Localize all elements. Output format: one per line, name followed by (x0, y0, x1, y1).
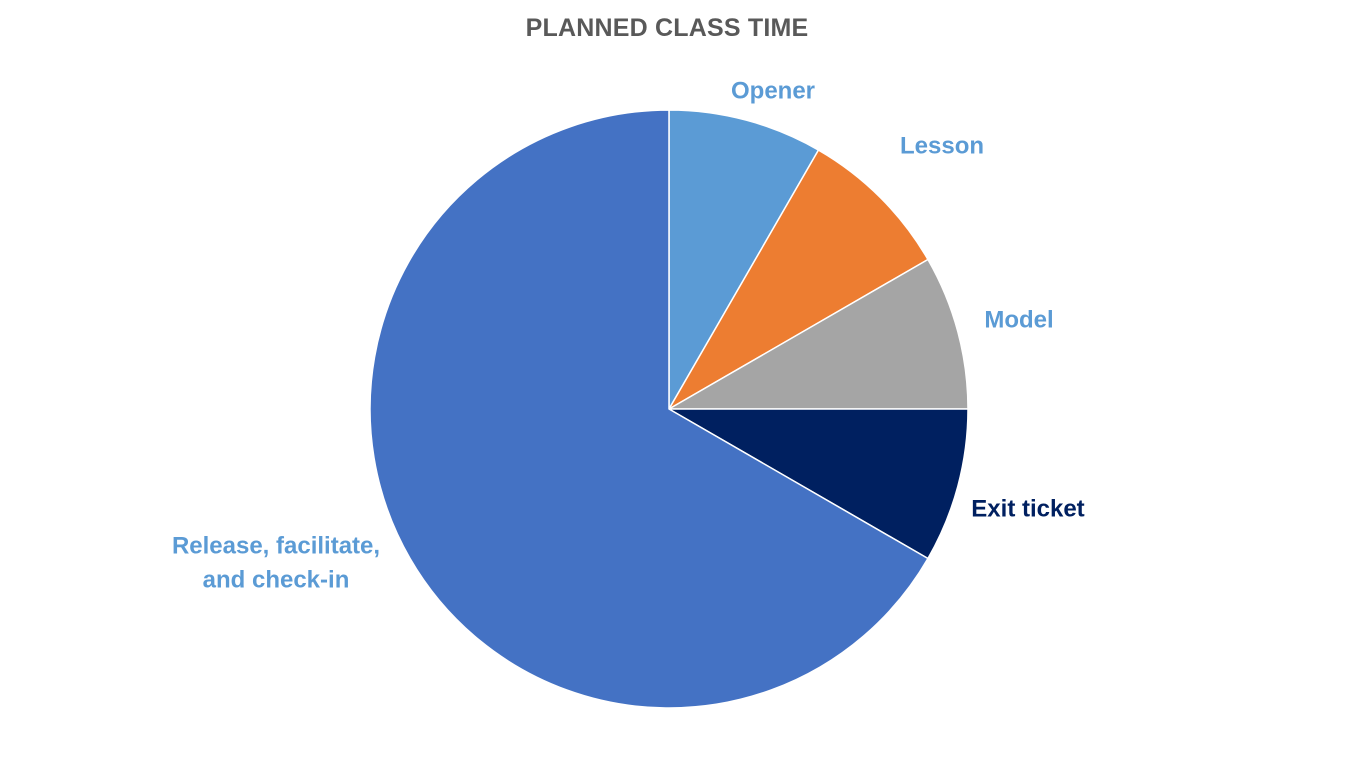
slice-label-release-facilitate-and-check-in: Release, facilitate, and check-in (172, 532, 380, 593)
pie-slice-exit-ticket (668, 408, 969, 560)
slice-label-opener: Opener (731, 77, 815, 104)
pie-slice-lesson (668, 149, 929, 410)
pie-slice-model (668, 258, 969, 410)
slice-label-model: Model (984, 306, 1053, 333)
chart-title: PLANNED CLASS TIME (525, 14, 809, 42)
slice-label-lesson: Lesson (900, 132, 984, 159)
pie-slice-release-facilitate-and-check-in (369, 109, 929, 709)
slice-label-exit-ticket: Exit ticket (971, 495, 1084, 522)
pie-slice-opener (668, 109, 820, 410)
